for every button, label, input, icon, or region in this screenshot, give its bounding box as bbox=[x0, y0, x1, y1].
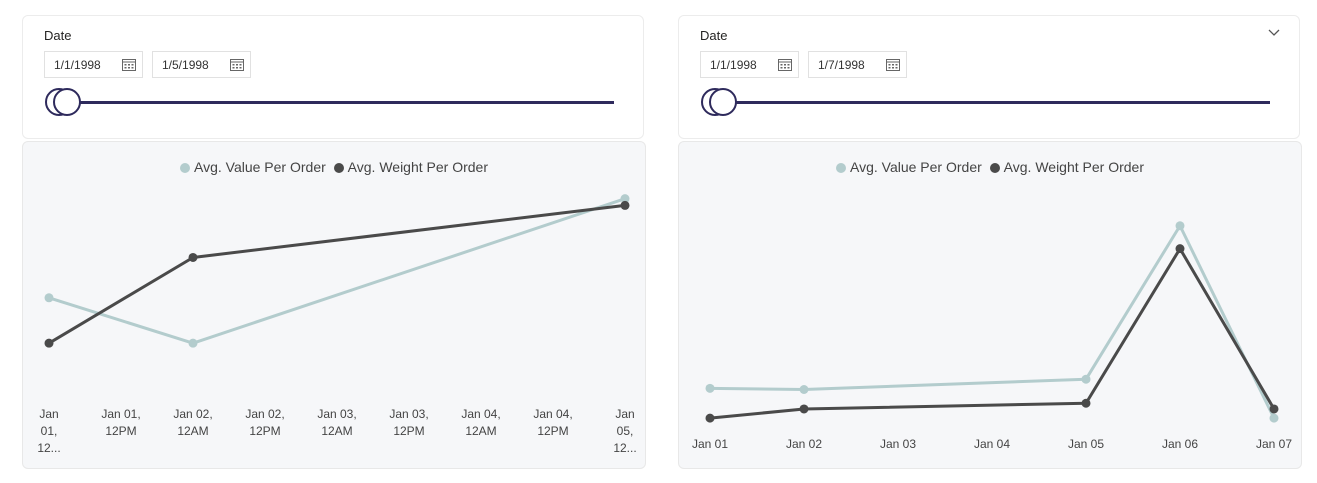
data-point[interactable] bbox=[705, 413, 715, 423]
calendar-icon[interactable] bbox=[886, 58, 900, 71]
legend-label-weight: Avg. Weight Per Order bbox=[1003, 159, 1144, 175]
data-point[interactable] bbox=[799, 385, 809, 395]
start-date-value: 1/1/1998 bbox=[54, 58, 101, 72]
data-point[interactable] bbox=[1081, 398, 1091, 408]
start-date-input[interactable]: 1/1/1998 bbox=[700, 51, 799, 78]
x-tick-label: Jan 05 bbox=[1068, 437, 1104, 451]
data-point[interactable] bbox=[1175, 221, 1185, 231]
slider-end-handle[interactable] bbox=[53, 88, 81, 116]
calendar-icon[interactable] bbox=[122, 58, 136, 71]
start-date-value: 1/1/1998 bbox=[710, 58, 757, 72]
x-tick-label: Jan 07 bbox=[1256, 437, 1292, 451]
x-tick-label: Jan 01, 12... bbox=[37, 407, 60, 455]
slicer-title: Date bbox=[44, 28, 72, 43]
x-tick-label: Jan 02, 12PM bbox=[245, 407, 284, 438]
legend-item-value[interactable]: Avg. Value Per Order bbox=[836, 159, 982, 175]
date-range-slider-track[interactable] bbox=[723, 101, 1270, 104]
chart-legend: Avg. Value Per Order Avg. Weight Per Ord… bbox=[679, 159, 1301, 175]
date-slicer-left: Date 1/1/1998 1/5/1998 bbox=[22, 15, 644, 139]
x-tick-label: Jan 03 bbox=[880, 437, 916, 451]
legend-label-value: Avg. Value Per Order bbox=[194, 159, 326, 175]
x-tick-label: Jan 02 bbox=[786, 437, 822, 451]
x-tick-label: Jan 04, 12PM bbox=[533, 407, 572, 438]
data-point[interactable] bbox=[620, 194, 630, 204]
data-point[interactable] bbox=[1175, 244, 1185, 254]
legend-label-weight: Avg. Weight Per Order bbox=[347, 159, 488, 175]
end-date-value: 1/7/1998 bbox=[818, 58, 865, 72]
legend-dot-value bbox=[836, 163, 846, 173]
x-tick-label: Jan 06 bbox=[1162, 437, 1198, 451]
date-range-slider-track[interactable] bbox=[67, 101, 614, 104]
data-point[interactable] bbox=[44, 338, 54, 348]
data-point[interactable] bbox=[44, 293, 54, 303]
slider-end-handle[interactable] bbox=[709, 88, 737, 116]
x-tick-label: Jan 04 bbox=[974, 437, 1010, 451]
end-date-input[interactable]: 1/7/1998 bbox=[808, 51, 907, 78]
x-tick-label: Jan 01 bbox=[692, 437, 728, 451]
data-point[interactable] bbox=[1081, 374, 1091, 384]
data-point[interactable] bbox=[1269, 404, 1279, 414]
data-point[interactable] bbox=[705, 383, 715, 393]
data-point[interactable] bbox=[188, 338, 198, 348]
legend-item-weight[interactable]: Avg. Weight Per Order bbox=[333, 159, 488, 175]
chart-legend: Avg. Value Per Order Avg. Weight Per Ord… bbox=[23, 159, 645, 175]
series-line bbox=[709, 247, 1276, 420]
x-tick-label: Jan 01, 12PM bbox=[101, 407, 140, 438]
line-chart-left: Avg. Value Per Order Avg. Weight Per Ord… bbox=[22, 141, 646, 469]
data-point[interactable] bbox=[188, 252, 198, 262]
x-tick-label: Jan 05, 12... bbox=[613, 407, 636, 455]
data-point[interactable] bbox=[1269, 413, 1279, 423]
x-tick-label: Jan 04, 12AM bbox=[461, 407, 500, 438]
calendar-icon[interactable] bbox=[230, 58, 244, 71]
data-point[interactable] bbox=[799, 404, 809, 414]
legend-item-value[interactable]: Avg. Value Per Order bbox=[180, 159, 326, 175]
start-date-input[interactable]: 1/1/1998 bbox=[44, 51, 143, 78]
legend-dot-weight bbox=[989, 163, 1000, 173]
legend-label-value: Avg. Value Per Order bbox=[850, 159, 982, 175]
chevron-down-icon[interactable] bbox=[1267, 28, 1281, 38]
x-tick-label: Jan 03, 12AM bbox=[317, 407, 356, 438]
end-date-input[interactable]: 1/5/1998 bbox=[152, 51, 251, 78]
slicer-title: Date bbox=[700, 28, 728, 43]
series-line bbox=[709, 224, 1276, 419]
chart-plot-area: Jan 01 Jan 02 Jan 03 Jan 04 Jan 05 Jan 06 Jan … bbox=[692, 221, 1292, 451]
legend-dot-weight bbox=[333, 163, 344, 173]
line-chart-right: Avg. Value Per Order Avg. Weight Per Ord… bbox=[678, 141, 1302, 469]
x-tick-label: Jan 02, 12AM bbox=[173, 407, 212, 438]
end-date-value: 1/5/1998 bbox=[162, 58, 209, 72]
date-slicer-right: Date 1/1/1998 1/7/1998 bbox=[678, 15, 1300, 139]
data-point[interactable] bbox=[620, 200, 630, 210]
x-tick-label: Jan 03, 12PM bbox=[389, 407, 428, 438]
chart-plot-area: Jan 01, 12... Jan 01, 12PM Jan 02, 12AM Jan 02,… bbox=[37, 194, 637, 455]
calendar-icon[interactable] bbox=[778, 58, 792, 71]
series-line bbox=[48, 197, 626, 345]
legend-item-weight[interactable]: Avg. Weight Per Order bbox=[989, 159, 1144, 175]
legend-dot-value bbox=[180, 163, 190, 173]
